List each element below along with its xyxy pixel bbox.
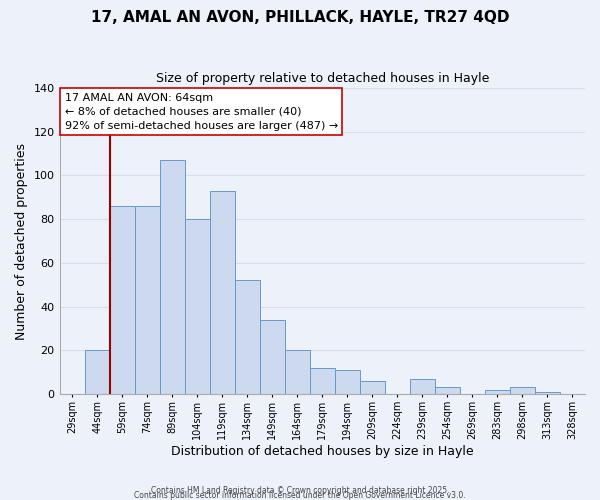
- Bar: [209, 191, 235, 394]
- Bar: [485, 390, 510, 394]
- Bar: [335, 370, 360, 394]
- Bar: [235, 280, 260, 394]
- Bar: [185, 219, 209, 394]
- Text: 17 AMAL AN AVON: 64sqm
← 8% of detached houses are smaller (40)
92% of semi-deta: 17 AMAL AN AVON: 64sqm ← 8% of detached …: [65, 92, 338, 130]
- Text: Contains public sector information licensed under the Open Government Licence v3: Contains public sector information licen…: [134, 490, 466, 500]
- Bar: [510, 388, 535, 394]
- Bar: [360, 381, 385, 394]
- Y-axis label: Number of detached properties: Number of detached properties: [15, 142, 28, 340]
- Bar: [134, 206, 160, 394]
- Text: 17, AMAL AN AVON, PHILLACK, HAYLE, TR27 4QD: 17, AMAL AN AVON, PHILLACK, HAYLE, TR27 …: [91, 10, 509, 25]
- Bar: [410, 378, 435, 394]
- Bar: [110, 206, 134, 394]
- Bar: [435, 388, 460, 394]
- Bar: [160, 160, 185, 394]
- Bar: [85, 350, 110, 394]
- Title: Size of property relative to detached houses in Hayle: Size of property relative to detached ho…: [155, 72, 489, 86]
- X-axis label: Distribution of detached houses by size in Hayle: Distribution of detached houses by size …: [171, 444, 473, 458]
- Bar: [260, 320, 285, 394]
- Bar: [285, 350, 310, 394]
- Text: Contains HM Land Registry data © Crown copyright and database right 2025.: Contains HM Land Registry data © Crown c…: [151, 486, 449, 495]
- Bar: [535, 392, 560, 394]
- Bar: [310, 368, 335, 394]
